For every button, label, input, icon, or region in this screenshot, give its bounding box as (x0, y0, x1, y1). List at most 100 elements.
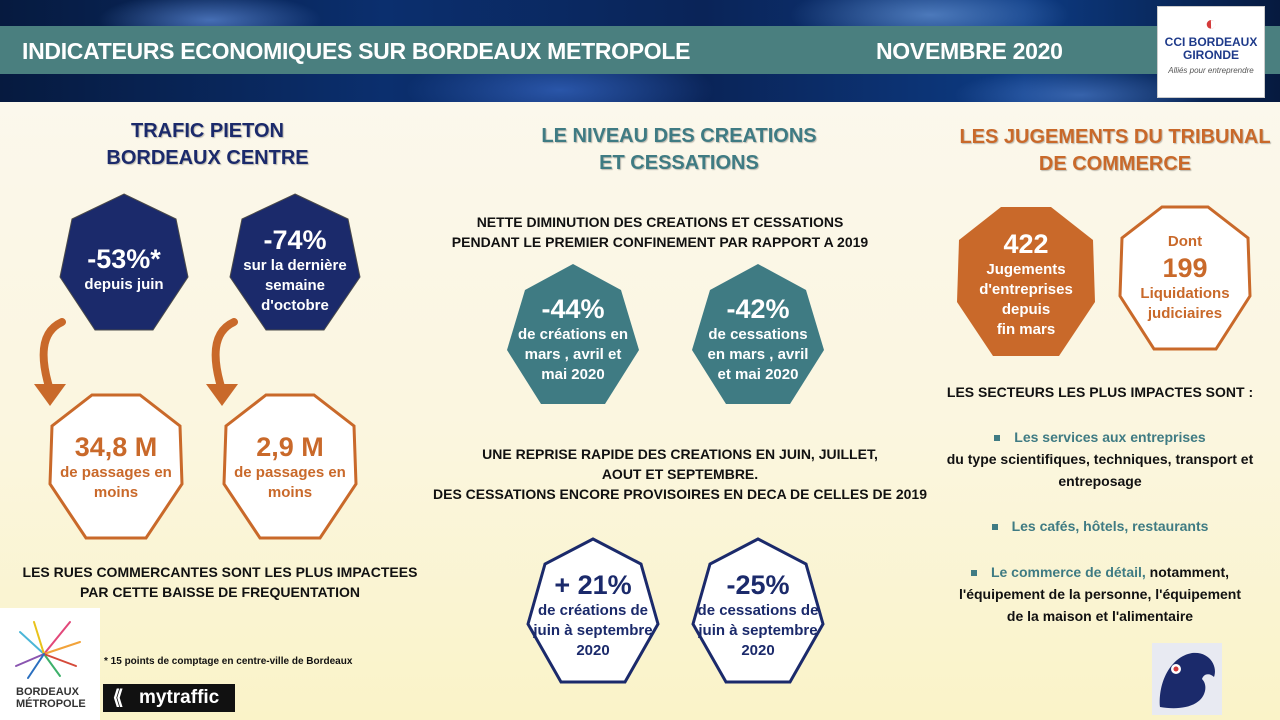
stat-label: sur la dernière (243, 257, 347, 274)
stat-label: Jugements (986, 261, 1066, 278)
starburst-icon (15, 621, 81, 679)
curved-arrow-icon (206, 318, 238, 406)
stat-value: + 21% (554, 570, 632, 600)
sector-detail: du type scientifiques, techniques, trans… (946, 451, 1254, 467)
footnote: * 15 points de comptage en centre-ville … (104, 656, 353, 667)
wordmark-line: MÉTROPOLE (16, 698, 86, 710)
stat-creations-recovery: + 21% de créations de juin à septembre 2… (525, 536, 661, 686)
stat-label: de créations en (517, 326, 629, 343)
cci-name-line1: CCI BORDEAUX (1164, 35, 1258, 49)
stat-label: mars , avril et (524, 346, 622, 363)
marianne-icon (1152, 643, 1222, 715)
stat-last-week: -74% sur la dernière semaine d'octobre (228, 192, 362, 340)
sector-head: Les services aux entreprises (1014, 429, 1206, 445)
cci-mark-icon: ◐ (1204, 13, 1218, 35)
stat-label: moins (267, 484, 313, 501)
stat-label: juin à septembre (533, 622, 653, 639)
note-line: PAR CETTE BAISSE DE FREQUENTATION (79, 584, 360, 600)
creations-title: LE NIVEAU DES CREATIONS ET CESSATIONS (520, 123, 838, 177)
sector-item: Les services aux entreprises du type sci… (930, 426, 1270, 492)
stat-passages-34: 34,8 M de passages en moins (46, 392, 186, 542)
stat-creations-confinement: -44% de créations en mars , avril et mai… (503, 262, 643, 408)
stat-label: moins (93, 484, 139, 501)
header-bar (0, 26, 1280, 74)
bordeaux-metropole-logo (0, 608, 100, 720)
mytraffic-logo: mytraffic (103, 684, 235, 712)
stat-label: en mars , avril (707, 346, 809, 363)
bullet-square-icon (970, 570, 977, 577)
stat-label: depuis (1001, 301, 1051, 318)
stat-label: depuis juin (84, 276, 164, 293)
stat-label: de cessations (708, 326, 808, 343)
stat-value: 199 (1162, 253, 1208, 283)
stat-label: juin à septembre (698, 622, 818, 639)
stat-value: 422 (1003, 229, 1049, 259)
sector-detail: de la maison et l'alimentaire (1006, 608, 1194, 624)
stat-cessations-confinement: -42% de cessations en mars , avril et ma… (688, 262, 828, 408)
title-line: LE NIVEAU DES CREATIONS (541, 125, 817, 147)
stat-label: et mai 2020 (717, 366, 799, 383)
note-line: DES CESSATIONS ENCORE PROVISOIRES EN DEC… (433, 486, 927, 502)
stat-liquidations: Dont 199 Liquidations judiciaires (1118, 204, 1252, 352)
note-line: PENDANT LE PREMIER CONFINEMENT PAR RAPPO… (451, 234, 869, 250)
stat-label: judiciaires (1147, 305, 1223, 322)
creations-note-1: NETTE DIMINUTION DES CREATIONS ET CESSAT… (420, 212, 900, 252)
stat-value: -53%* (87, 244, 161, 274)
note-line: AOUT ET SEPTEMBRE. (601, 466, 759, 482)
stat-label: fin mars (996, 321, 1056, 338)
bullet-square-icon (991, 524, 998, 531)
sector-detail: l'équipement de la personne, l'équipemen… (958, 586, 1242, 602)
sector-detail: entreposage (1058, 473, 1142, 489)
stat-value: 34,8 M (74, 432, 158, 462)
title-line: LES JUGEMENTS DU TRIBUNAL (959, 126, 1271, 148)
title-line: DE COMMERCE (1038, 153, 1192, 175)
stat-label: mai 2020 (541, 366, 605, 383)
stat-value: 2,9 M (256, 432, 324, 462)
streets-note: LES RUES COMMERCANTES SONT LES PLUS IMPA… (14, 562, 426, 602)
note-line: NETTE DIMINUTION DES CREATIONS ET CESSAT… (476, 214, 844, 230)
title-line: BORDEAUX CENTRE (106, 147, 309, 169)
stat-value: -74% (263, 225, 327, 255)
stat-label: d'octobre (261, 297, 329, 314)
cci-tagline: Alliés pour entreprendre (1168, 66, 1254, 75)
stat-value: -42% (726, 294, 790, 324)
sector-item: Les cafés, hôtels, restaurants (930, 515, 1270, 537)
stat-label: de créations de (537, 602, 649, 619)
title-line: TRAFIC PIETON (131, 120, 284, 142)
stat-label: d'entreprises (979, 281, 1073, 298)
sector-item: Le commerce de détail, notamment, l'équi… (930, 561, 1270, 627)
cci-name-line2: GIRONDE (1182, 48, 1239, 62)
stat-value: -44% (541, 294, 605, 324)
sector-tail: notamment, (1145, 564, 1230, 580)
pedestrian-traffic-title: TRAFIC PIETON BORDEAUX CENTRE (90, 118, 325, 172)
title-line: ET CESSATIONS (599, 152, 759, 174)
sector-head: Le commerce de détail, (990, 564, 1146, 580)
stat-label: 2020 (741, 642, 775, 659)
note-line: LES RUES COMMERCANTES SONT LES PLUS IMPA… (22, 564, 418, 580)
stat-prefix: Dont (1167, 233, 1203, 250)
wordmark-line: BORDEAUX (16, 686, 79, 698)
creations-note-2: UNE REPRISE RAPIDE DES CREATIONS EN JUIN… (420, 444, 940, 504)
stat-label: Liquidations (1140, 285, 1230, 302)
stat-label: de passages en (234, 464, 346, 481)
stat-label: semaine (264, 277, 326, 294)
mytraffic-mark-icon: ⟪ (112, 687, 124, 709)
stat-cessations-recovery: -25% de cessations de juin à septembre 2… (690, 536, 826, 686)
curved-arrow-icon (34, 318, 66, 406)
note-line: UNE REPRISE RAPIDE DES CREATIONS EN JUIN… (482, 446, 878, 462)
sector-head: Les cafés, hôtels, restaurants (1011, 518, 1209, 534)
stat-label: 2020 (576, 642, 610, 659)
bordeaux-metropole-wordmark: BORDEAUX MÉTROPOLE (16, 686, 86, 710)
bullet-square-icon (994, 435, 1001, 442)
stat-since-june: -53%* depuis juin (58, 192, 190, 340)
stat-judgments: 422 Jugements d'entreprises depuis fin m… (955, 204, 1097, 360)
report-date: NOVEMBRE 2020 (876, 38, 1063, 64)
cci-logo: ◐ CCI BORDEAUX GIRONDE Alliés pour entre… (1157, 6, 1265, 98)
sectors-title: LES SECTEURS LES PLUS IMPACTES SONT : (946, 384, 1254, 400)
page-title: INDICATEURS ECONOMIQUES SUR BORDEAUX MET… (22, 38, 691, 64)
stat-label: de passages en (60, 464, 172, 481)
stat-label: de cessations de (697, 602, 819, 619)
stat-value: -25% (726, 570, 790, 600)
judgments-title: LES JUGEMENTS DU TRIBUNAL DE COMMERCE (955, 124, 1275, 178)
stat-passages-2-9: 2,9 M de passages en moins (220, 392, 360, 542)
